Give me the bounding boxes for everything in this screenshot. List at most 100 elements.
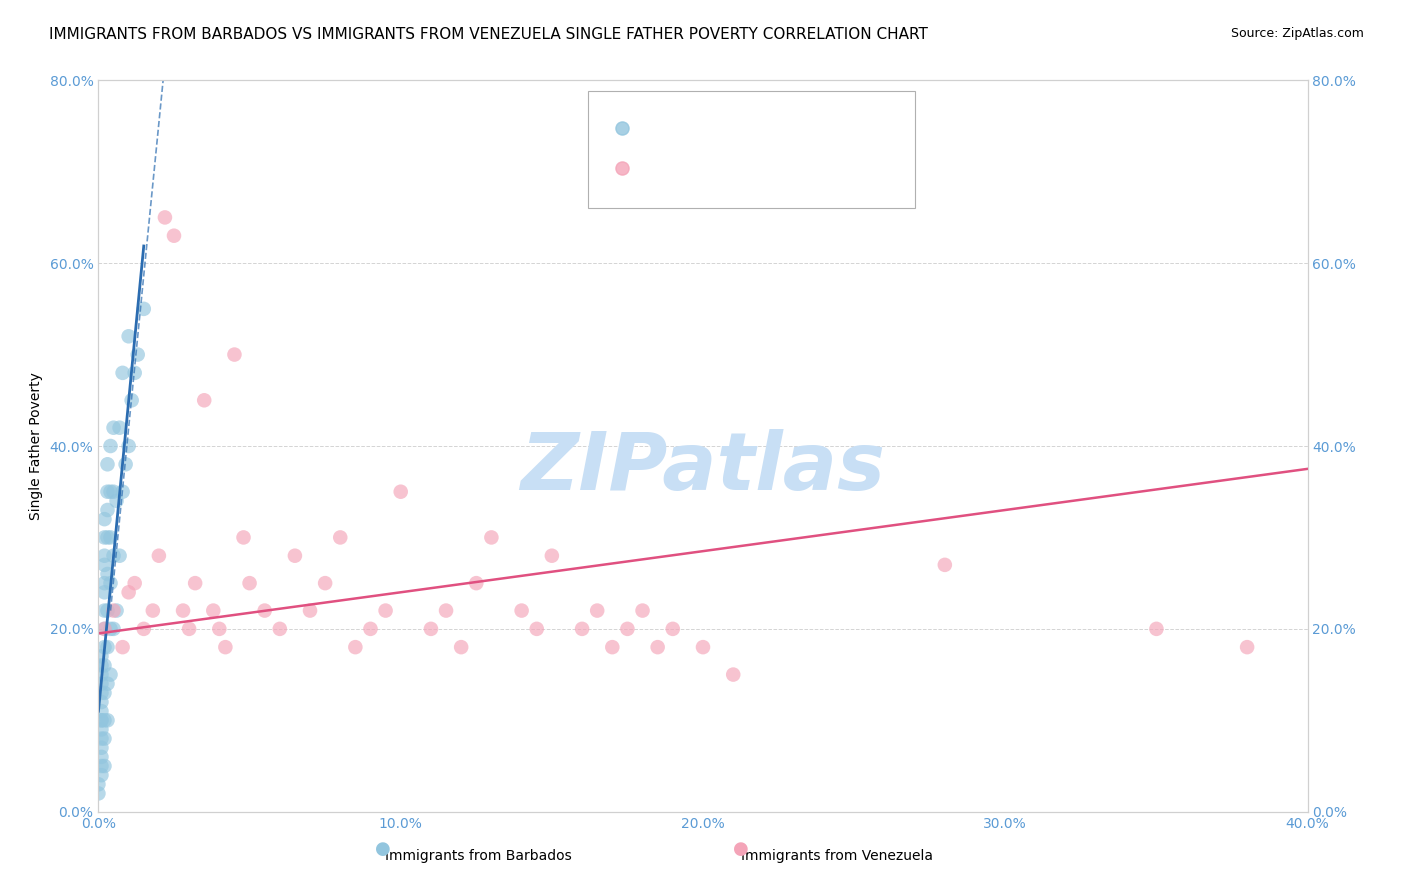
Point	[124, 366, 146, 380]
Point	[111, 484, 134, 499]
Point	[571, 622, 593, 636]
Point	[105, 494, 128, 508]
Point	[90, 667, 112, 681]
Point	[93, 714, 115, 728]
Text: R = 0.244   N = 50: R = 0.244 N = 50	[647, 161, 803, 176]
Point	[124, 576, 146, 591]
Point	[93, 686, 115, 700]
Point	[90, 759, 112, 773]
Point	[100, 439, 122, 453]
Point	[103, 484, 125, 499]
Point	[465, 576, 488, 591]
Point	[105, 603, 128, 617]
Point	[360, 622, 382, 636]
Point	[100, 576, 122, 591]
Point	[1396, 0, 1406, 14]
Point	[96, 567, 118, 582]
Point	[208, 622, 231, 636]
Point	[118, 329, 141, 343]
Point	[90, 686, 112, 700]
Point	[132, 301, 155, 316]
Text: ●: ●	[733, 840, 749, 858]
Point	[329, 530, 352, 544]
Point	[96, 714, 118, 728]
Point	[616, 622, 638, 636]
Point	[90, 676, 112, 690]
Point	[540, 549, 562, 563]
Point	[108, 421, 131, 435]
Point	[93, 622, 115, 636]
Point	[103, 622, 125, 636]
Text: Source: ZipAtlas.com: Source: ZipAtlas.com	[1230, 27, 1364, 40]
Point	[179, 622, 201, 636]
Point	[100, 622, 122, 636]
Point	[87, 787, 110, 801]
Point	[202, 603, 225, 617]
Point	[510, 603, 533, 617]
Point	[647, 640, 669, 655]
Point	[692, 640, 714, 655]
Point	[90, 768, 112, 782]
Y-axis label: Single Father Poverty: Single Father Poverty	[28, 372, 42, 520]
Point	[96, 530, 118, 544]
Point	[314, 576, 336, 591]
Point	[1144, 622, 1167, 636]
Point	[90, 714, 112, 728]
Point	[374, 603, 396, 617]
Point	[90, 731, 112, 746]
Point	[299, 603, 322, 617]
Point	[148, 549, 170, 563]
Point	[586, 603, 609, 617]
Point	[100, 530, 122, 544]
Point	[100, 484, 122, 499]
Point	[631, 603, 654, 617]
Text: R = 0.463   N = 63: R = 0.463 N = 63	[647, 120, 803, 136]
Point	[1236, 640, 1258, 655]
Point	[111, 366, 134, 380]
Point	[96, 484, 118, 499]
Point	[118, 585, 141, 599]
FancyBboxPatch shape	[588, 91, 915, 209]
Point	[111, 640, 134, 655]
Point	[93, 512, 115, 526]
Point	[114, 457, 136, 471]
Point	[93, 576, 115, 591]
Point	[434, 603, 457, 617]
Text: ●: ●	[374, 840, 391, 858]
Text: IMMIGRANTS FROM BARBADOS VS IMMIGRANTS FROM VENEZUELA SINGLE FATHER POVERTY CORR: IMMIGRANTS FROM BARBADOS VS IMMIGRANTS F…	[49, 27, 928, 42]
Text: ZIPatlas: ZIPatlas	[520, 429, 886, 507]
Point	[103, 603, 125, 617]
Point	[90, 649, 112, 664]
Point	[127, 347, 149, 362]
Point	[90, 714, 112, 728]
Point	[90, 658, 112, 673]
Point	[93, 658, 115, 673]
Point	[118, 439, 141, 453]
Point	[253, 603, 276, 617]
Point	[90, 740, 112, 755]
Point	[389, 484, 412, 499]
Text: Immigrants from Venezuela: Immigrants from Venezuela	[741, 849, 932, 863]
Point	[96, 457, 118, 471]
Point	[121, 393, 143, 408]
Point	[96, 503, 118, 517]
Point	[723, 667, 745, 681]
Point	[142, 603, 165, 617]
Point	[153, 211, 176, 225]
Point	[93, 622, 115, 636]
Point	[108, 549, 131, 563]
Point	[172, 603, 194, 617]
Point	[90, 695, 112, 709]
Point	[90, 749, 112, 764]
Point	[93, 759, 115, 773]
Point	[526, 622, 548, 636]
Point	[132, 622, 155, 636]
Point	[96, 640, 118, 655]
Point	[224, 347, 246, 362]
Point	[93, 558, 115, 572]
Point	[239, 576, 262, 591]
Point	[420, 622, 443, 636]
Point	[193, 393, 215, 408]
Text: Immigrants from Barbados: Immigrants from Barbados	[385, 849, 571, 863]
Point	[450, 640, 472, 655]
